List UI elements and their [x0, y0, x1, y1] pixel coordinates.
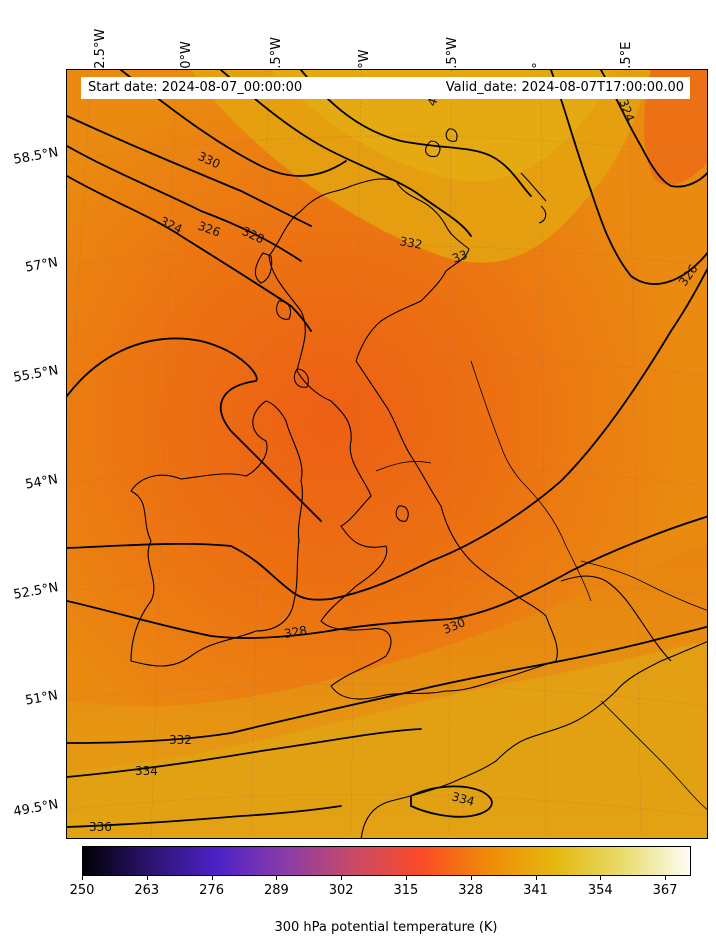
- contour-label-324-top: 4: [425, 96, 441, 108]
- colorbar-tick-label: 263: [134, 883, 160, 898]
- colorbar-tick: [276, 876, 278, 880]
- contour-label-334-south: 334: [135, 764, 158, 778]
- colorbar-tick: [405, 876, 407, 880]
- colorbar-tick: [341, 876, 343, 880]
- colorbar-title: 300 hPa potential temperature (K): [274, 920, 498, 935]
- contour-328-central: [67, 267, 707, 601]
- start-date-label: Start date: 2024-08-07_00:00:00: [88, 80, 303, 95]
- contour-label-332-south: 332: [169, 733, 192, 747]
- contour-334-north: [300, 70, 532, 197]
- coast-continent-east: [560, 575, 672, 662]
- map-panel: 330 324 326 328 332 33 4 324 326 328 330…: [66, 69, 708, 839]
- contour-labels: 330 324 326 328 332 33 4 324 326 328 330…: [89, 96, 701, 834]
- colorbar-tick-label: 354: [587, 883, 613, 898]
- lat-label-58.5N: 58.5°N: [12, 145, 60, 168]
- colorbar-tick: [600, 876, 602, 880]
- colorbar-tick-label: 315: [393, 883, 419, 898]
- coast-northeast: [520, 172, 547, 224]
- colorbar-tick: [665, 876, 667, 880]
- coast-orkney: [425, 128, 458, 158]
- colorbar-tick: [211, 876, 213, 880]
- colorbar-tick: [470, 876, 472, 880]
- colorbar-tick-label: 328: [458, 883, 484, 898]
- contour-328-west: [67, 115, 312, 227]
- potential-temperature-map: 330 324 326 328 332 33 4 324 326 328 330…: [67, 70, 707, 838]
- colorbar-tick: [82, 876, 83, 880]
- contour-label-336-south: 336: [89, 820, 112, 834]
- lat-label-55.5N: 55.5°N: [12, 363, 60, 386]
- contour-334-channel: [410, 785, 493, 818]
- colorbar: [82, 846, 691, 876]
- contour-326-east: [550, 70, 707, 285]
- date-info-box: Start date: 2024-08-07_00:00:00 Valid_da…: [81, 77, 690, 99]
- contour-334-south: [67, 728, 422, 778]
- coast-continent: [360, 641, 707, 838]
- field-south-deep: [67, 641, 707, 838]
- colorbar-tick: [146, 876, 148, 880]
- country-borders: [375, 360, 707, 810]
- contour-324-east: [600, 70, 707, 188]
- lat-label-54N: 54°N: [24, 472, 60, 493]
- contour-label-328-south: 328: [283, 623, 308, 641]
- colorbar-tick-label: 289: [263, 883, 289, 898]
- graticule: [67, 70, 707, 838]
- lat-label-49.5N: 49.5°N: [12, 797, 60, 820]
- colorbar-tick: [535, 876, 537, 880]
- lat-label-57N: 57°N: [24, 255, 60, 276]
- colorbar-tick-label: 367: [652, 883, 678, 898]
- colorbar-tick-label: 341: [523, 883, 548, 898]
- contour-label-334-channel: 334: [450, 789, 476, 808]
- contour-332-north: [220, 70, 472, 237]
- coast-isle-of-man: [395, 505, 409, 522]
- contour-label-33-inner: 33: [450, 247, 469, 265]
- lat-label-51N: 51°N: [24, 688, 60, 709]
- lat-label-52.5N: 52.5°N: [12, 580, 60, 603]
- contour-336-south: [67, 805, 342, 828]
- colorbar-tick-label: 250: [69, 883, 95, 898]
- valid-date-label: Valid_date: 2024-08-07T17:00:00.00: [445, 80, 684, 95]
- coast-ireland: [130, 400, 303, 667]
- contour-label-332-inner: 332: [398, 234, 423, 252]
- contour-324-west: [67, 175, 312, 332]
- contour-326-south: [67, 337, 322, 522]
- contour-332-south: [67, 625, 707, 744]
- colorbar-tick-label: 302: [328, 883, 354, 898]
- colorbar-tick-label: 276: [199, 883, 224, 898]
- contour-326-west: [67, 145, 302, 262]
- contour-330-south: [67, 515, 707, 639]
